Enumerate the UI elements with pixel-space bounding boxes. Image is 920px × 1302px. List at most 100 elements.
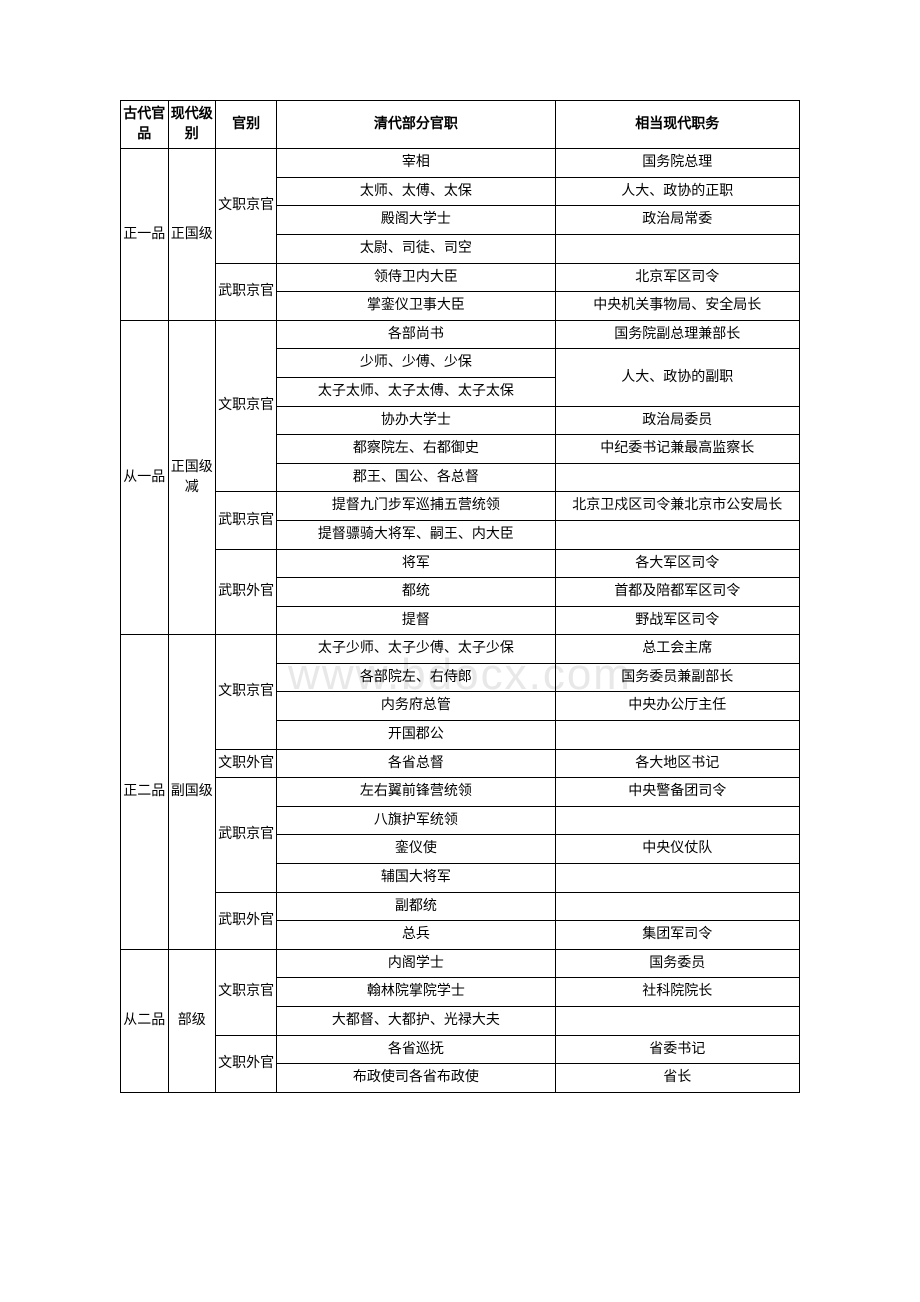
cell-qing-position: 殿阁大学士 [277, 206, 555, 235]
cell-official-type: 文职外官 [216, 1035, 277, 1092]
cell-modern-equivalent: 社科院院长 [555, 978, 799, 1007]
cell-official-type: 文职京官 [216, 149, 277, 263]
cell-modern-equivalent: 国务院副总理兼部长 [555, 320, 799, 349]
cell-official-type: 武职外官 [216, 549, 277, 635]
cell-ancient-rank: 正一品 [121, 149, 169, 321]
cell-qing-position: 辅国大将军 [277, 864, 555, 893]
cell-modern-equivalent: 国务院总理 [555, 149, 799, 178]
cell-modern-equivalent [555, 806, 799, 835]
cell-qing-position: 各部尚书 [277, 320, 555, 349]
cell-modern-equivalent: 省委书记 [555, 1035, 799, 1064]
cell-modern-level: 正国级减 [168, 320, 216, 635]
cell-ancient-rank: 正二品 [121, 635, 169, 950]
cell-qing-position: 领侍卫内大臣 [277, 263, 555, 292]
cell-qing-position: 大都督、大都护、光禄大夫 [277, 1007, 555, 1036]
cell-qing-position: 太师、太傅、太保 [277, 177, 555, 206]
cell-qing-position: 各省总督 [277, 749, 555, 778]
cell-qing-position: 提督九门步军巡捕五营统领 [277, 492, 555, 521]
table-row: 武职京官提督九门步军巡捕五营统领北京卫戍区司令兼北京市公安局长 [121, 492, 800, 521]
cell-qing-position: 各部院左、右侍郎 [277, 663, 555, 692]
cell-modern-equivalent: 首都及陪都军区司令 [555, 578, 799, 607]
cell-modern-equivalent: 野战军区司令 [555, 606, 799, 635]
cell-ancient-rank: 从一品 [121, 320, 169, 635]
table-row: 从二品部级文职京官内阁学士国务委员 [121, 949, 800, 978]
cell-modern-equivalent: 中央警备团司令 [555, 778, 799, 807]
cell-qing-position: 提督骠骑大将军、嗣王、内大臣 [277, 520, 555, 549]
cell-official-type: 文职京官 [216, 949, 277, 1035]
cell-modern-equivalent [555, 234, 799, 263]
rank-comparison-table: 古代官品 现代级别 官别 清代部分官职 相当现代职务 正一品正国级文职京官宰相国… [120, 100, 800, 1093]
cell-modern-equivalent: 政治局委员 [555, 406, 799, 435]
cell-official-type: 武职京官 [216, 778, 277, 892]
cell-qing-position: 銮仪使 [277, 835, 555, 864]
table-row: 正一品正国级文职京官宰相国务院总理 [121, 149, 800, 178]
cell-modern-equivalent [555, 892, 799, 921]
cell-qing-position: 都统 [277, 578, 555, 607]
cell-qing-position: 各省巡抚 [277, 1035, 555, 1064]
cell-qing-position: 内阁学士 [277, 949, 555, 978]
cell-qing-position: 翰林院掌院学士 [277, 978, 555, 1007]
cell-qing-position: 都察院左、右都御史 [277, 435, 555, 464]
table-row: 武职外官副都统 [121, 892, 800, 921]
cell-qing-position: 总兵 [277, 921, 555, 950]
cell-modern-equivalent: 各大地区书记 [555, 749, 799, 778]
cell-qing-position: 提督 [277, 606, 555, 635]
cell-modern-equivalent: 北京卫戍区司令兼北京市公安局长 [555, 492, 799, 521]
cell-modern-equivalent [555, 721, 799, 750]
cell-official-type: 武职京官 [216, 492, 277, 549]
cell-modern-equivalent: 省长 [555, 1064, 799, 1093]
cell-qing-position: 左右翼前锋营统领 [277, 778, 555, 807]
cell-modern-level: 正国级 [168, 149, 216, 321]
header-ancient-rank: 古代官品 [121, 101, 169, 149]
cell-qing-position: 八旗护军统领 [277, 806, 555, 835]
table-header: 古代官品 现代级别 官别 清代部分官职 相当现代职务 [121, 101, 800, 149]
cell-qing-position: 太子少师、太子少傅、太子少保 [277, 635, 555, 664]
cell-modern-equivalent: 中央办公厅主任 [555, 692, 799, 721]
table-container: 古代官品 现代级别 官别 清代部分官职 相当现代职务 正一品正国级文职京官宰相国… [120, 100, 800, 1093]
cell-qing-position: 内务府总管 [277, 692, 555, 721]
cell-qing-position: 太尉、司徒、司空 [277, 234, 555, 263]
cell-ancient-rank: 从二品 [121, 949, 169, 1092]
table-row: 武职京官领侍卫内大臣北京军区司令 [121, 263, 800, 292]
table-row: 武职外官将军各大军区司令 [121, 549, 800, 578]
cell-modern-equivalent: 总工会主席 [555, 635, 799, 664]
cell-modern-equivalent: 政治局常委 [555, 206, 799, 235]
table-body: 正一品正国级文职京官宰相国务院总理太师、太傅、太保人大、政协的正职殿阁大学士政治… [121, 149, 800, 1093]
header-official-type: 官别 [216, 101, 277, 149]
cell-modern-equivalent: 中央仪仗队 [555, 835, 799, 864]
header-qing-position: 清代部分官职 [277, 101, 555, 149]
cell-qing-position: 协办大学士 [277, 406, 555, 435]
header-modern-equivalent: 相当现代职务 [555, 101, 799, 149]
cell-modern-equivalent: 集团军司令 [555, 921, 799, 950]
cell-modern-level: 副国级 [168, 635, 216, 950]
table-row: 文职外官各省总督各大地区书记 [121, 749, 800, 778]
table-row: 文职外官各省巡抚省委书记 [121, 1035, 800, 1064]
cell-modern-equivalent [555, 463, 799, 492]
cell-qing-position: 少师、少傅、少保 [277, 349, 555, 378]
cell-modern-level: 部级 [168, 949, 216, 1092]
table-row: 正二品副国级文职京官太子少师、太子少傅、太子少保总工会主席 [121, 635, 800, 664]
cell-official-type: 文职京官 [216, 320, 277, 492]
cell-modern-equivalent: 人大、政协的副职 [555, 349, 799, 406]
table-header-row: 古代官品 现代级别 官别 清代部分官职 相当现代职务 [121, 101, 800, 149]
cell-qing-position: 副都统 [277, 892, 555, 921]
cell-qing-position: 开国郡公 [277, 721, 555, 750]
cell-official-type: 武职外官 [216, 892, 277, 949]
cell-official-type: 文职京官 [216, 635, 277, 749]
cell-modern-equivalent: 各大军区司令 [555, 549, 799, 578]
cell-qing-position: 将军 [277, 549, 555, 578]
cell-official-type: 文职外官 [216, 749, 277, 778]
cell-modern-equivalent [555, 1007, 799, 1036]
cell-official-type: 武职京官 [216, 263, 277, 320]
cell-qing-position: 布政使司各省布政使 [277, 1064, 555, 1093]
cell-modern-equivalent: 国务委员 [555, 949, 799, 978]
cell-modern-equivalent: 中纪委书记兼最高监察长 [555, 435, 799, 464]
cell-modern-equivalent [555, 520, 799, 549]
cell-qing-position: 郡王、国公、各总督 [277, 463, 555, 492]
cell-modern-equivalent: 人大、政协的正职 [555, 177, 799, 206]
cell-modern-equivalent: 国务委员兼副部长 [555, 663, 799, 692]
cell-qing-position: 掌銮仪卫事大臣 [277, 292, 555, 321]
cell-qing-position: 宰相 [277, 149, 555, 178]
cell-modern-equivalent: 北京军区司令 [555, 263, 799, 292]
table-row: 武职京官左右翼前锋营统领中央警备团司令 [121, 778, 800, 807]
